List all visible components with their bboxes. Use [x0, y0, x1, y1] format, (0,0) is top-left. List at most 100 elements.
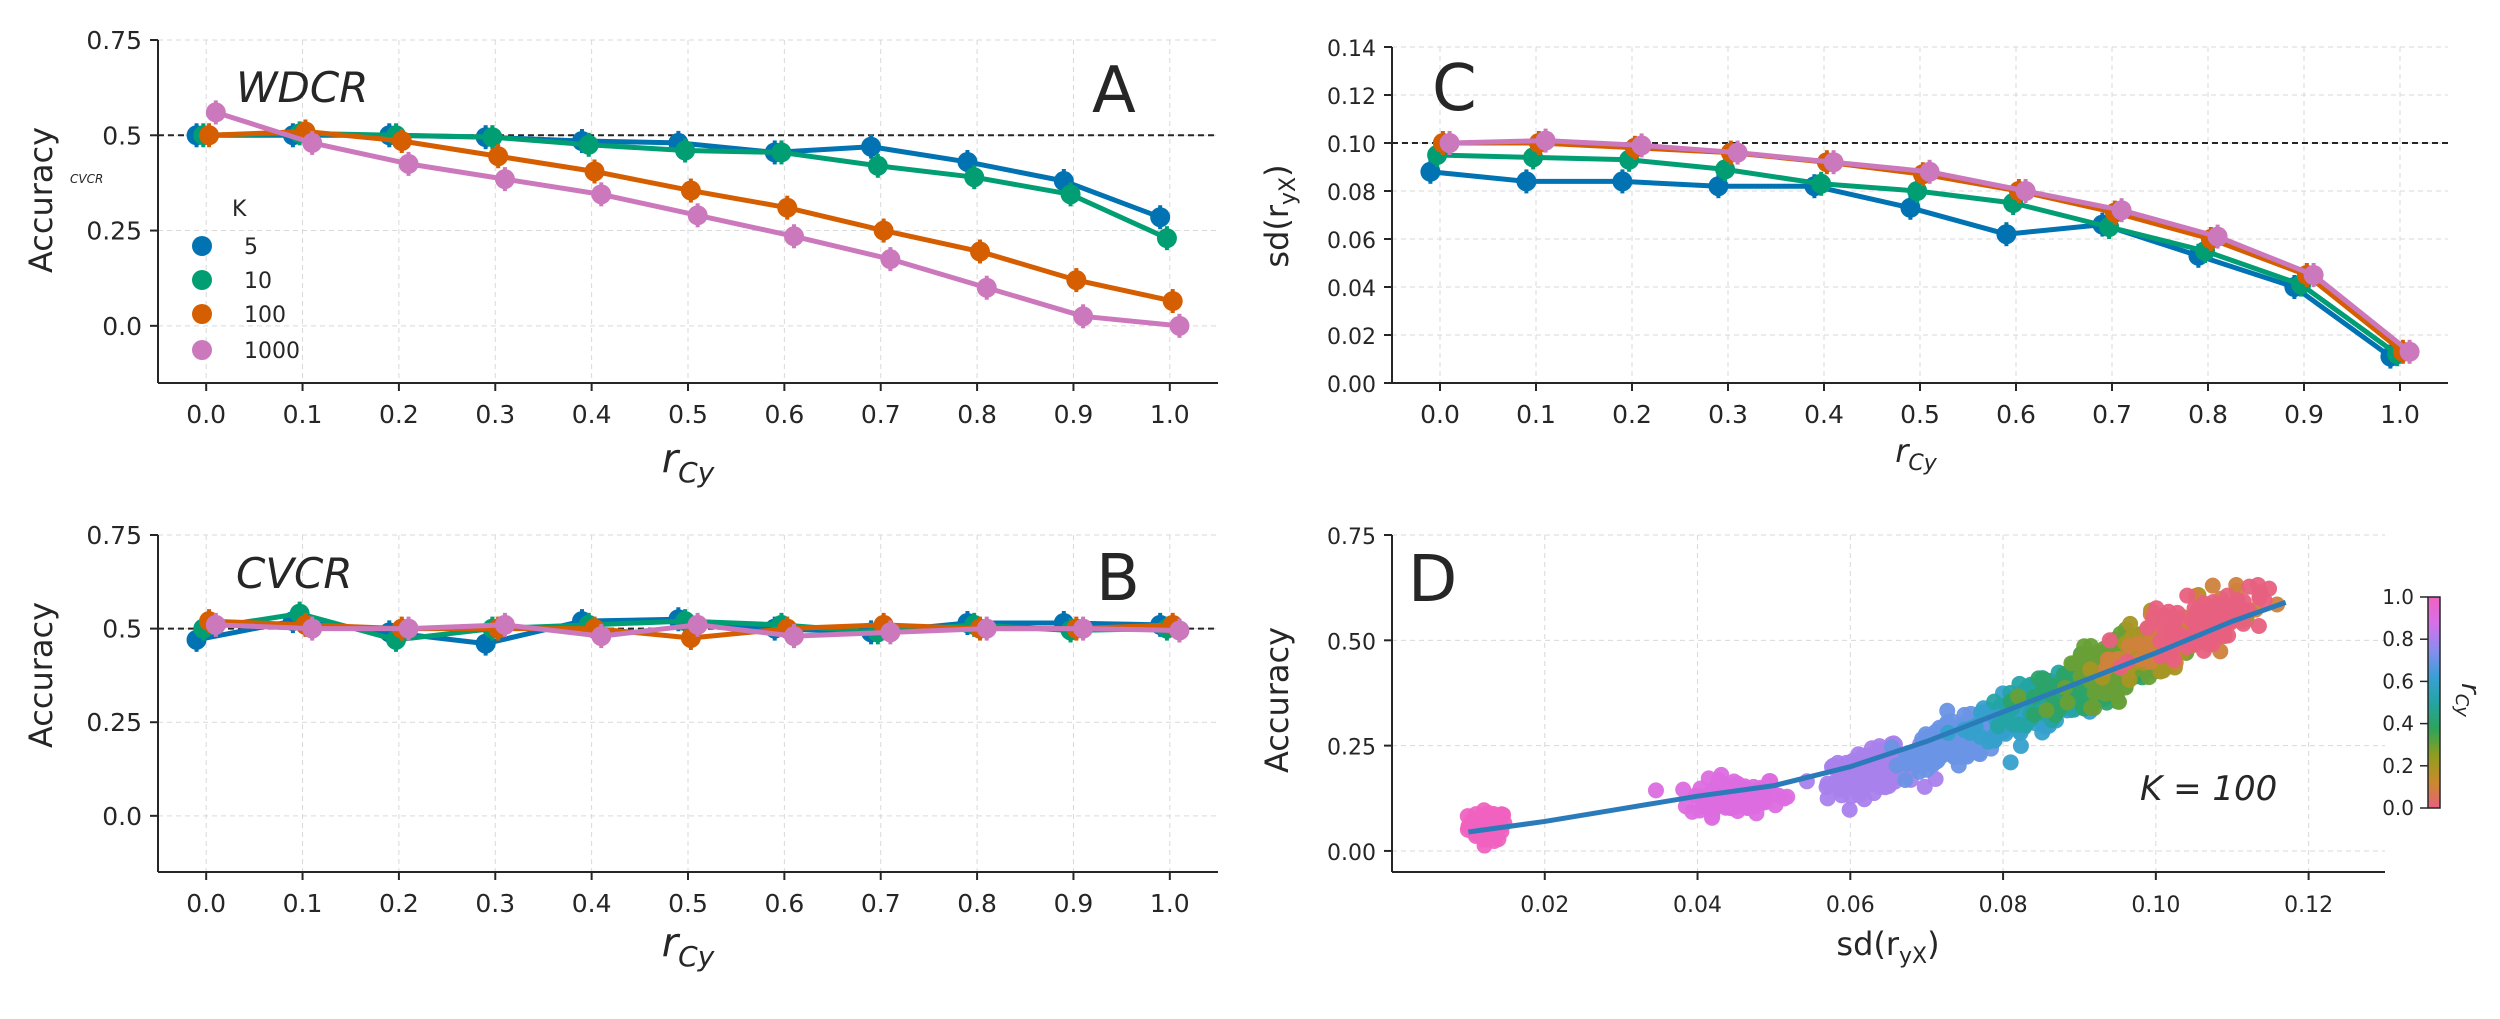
- panel-c-grid: [1392, 46, 2448, 384]
- scatter-point: [2186, 600, 2203, 617]
- panel-c-letter: C: [1432, 52, 1477, 126]
- panel-a-y-label: Accuracy: [22, 127, 60, 273]
- x-tick-label: 0.7: [2092, 400, 2132, 429]
- x-tick-label: 0.8: [957, 889, 997, 918]
- x-tick-label: 0.8: [957, 400, 997, 429]
- legend-marker-1000: [192, 340, 212, 360]
- x-tick-label: 0.1: [283, 889, 323, 918]
- panel-c-axes: [1391, 47, 2448, 384]
- scatter-point: [1971, 746, 1988, 763]
- y-tick-label: 0.0: [102, 802, 142, 831]
- colorbar-tick-label: 0.2: [2382, 754, 2414, 778]
- data-point: [1073, 306, 1094, 327]
- scatter-point: [1875, 760, 1892, 777]
- series-1000: [205, 100, 1190, 338]
- scatter-point: [1946, 744, 1963, 761]
- panel-d-annotation: K = 100: [2140, 769, 2277, 809]
- scatter-point: [2010, 688, 2027, 705]
- y-tick-label: 0.12: [1327, 85, 1376, 110]
- x-tick-label: 0.6: [1996, 400, 2036, 429]
- legend-marker-100: [192, 304, 212, 324]
- x-tick-label: 0.1: [1516, 400, 1556, 429]
- data-point: [1612, 171, 1633, 192]
- x-tick-label: 0.7: [861, 400, 901, 429]
- scatter-point: [1472, 811, 1489, 828]
- x-tick-label: 0.3: [1708, 400, 1748, 429]
- data-point: [1823, 152, 1844, 173]
- legend-label-1000: 1000: [244, 339, 300, 364]
- x-tick-label: 0.4: [572, 400, 612, 429]
- scatter-point: [1779, 788, 1796, 805]
- panel-b-letter: B: [1096, 542, 1140, 616]
- data-point: [771, 142, 792, 163]
- data-point: [1073, 618, 1094, 639]
- data-point: [1811, 173, 1832, 194]
- data-point: [391, 130, 412, 151]
- panel-b-series: [186, 601, 1190, 656]
- legend: K 5 10 100 1000: [192, 197, 300, 364]
- y-tick-label: 0.10: [1327, 133, 1376, 158]
- x-tick-label: 0.02: [1520, 893, 1569, 918]
- scatter-point: [2179, 587, 2196, 604]
- data-point: [867, 155, 888, 176]
- scatter-point: [1647, 782, 1664, 799]
- panel-c-series: [1420, 128, 2420, 369]
- data-point: [976, 277, 997, 298]
- scatter-point: [1985, 732, 2002, 749]
- panel-b-x-label: rCy: [662, 920, 715, 973]
- scatter-point: [2251, 590, 2268, 607]
- scatter-point: [1767, 797, 1784, 814]
- data-point: [675, 140, 696, 161]
- data-point: [2303, 265, 2324, 285]
- data-point: [1535, 130, 1556, 151]
- scatter-point: [2250, 617, 2267, 634]
- data-point: [578, 134, 599, 155]
- scatter-point: [2002, 754, 2019, 771]
- data-point: [1066, 270, 1087, 291]
- scatter-point: [2086, 700, 2103, 717]
- scatter-point: [1855, 776, 1872, 793]
- scatter-point: [1856, 791, 1873, 808]
- data-point: [777, 197, 798, 218]
- y-tick-label: 0.25: [86, 708, 142, 737]
- y-tick-label: 0.02: [1327, 325, 1376, 350]
- y-tick-label: 0.0: [102, 312, 142, 341]
- scatter-point: [1989, 718, 2006, 735]
- scatter-point: [1897, 772, 1914, 789]
- scatter-point: [2199, 632, 2216, 649]
- x-tick-label: 0.8: [2188, 400, 2228, 429]
- y-tick-label: 0.50: [1327, 630, 1376, 655]
- colorbar-gradient: [2427, 596, 2441, 809]
- legend-label-100: 100: [244, 303, 286, 328]
- y-tick-label: 0.5: [102, 121, 142, 150]
- colorbar-tick-label: 0.0: [2382, 796, 2414, 820]
- panel-d-axes: [1391, 535, 2385, 873]
- x-tick-label: 0.3: [475, 400, 515, 429]
- y-tick-label: 0.75: [1327, 525, 1376, 550]
- data-point: [687, 205, 708, 226]
- scatter-point: [2038, 702, 2055, 719]
- legend-title: K: [232, 197, 247, 222]
- scatter-point: [1877, 779, 1894, 796]
- scatter-point: [1950, 757, 1967, 774]
- panel-d-y-label: Accuracy: [1258, 627, 1296, 773]
- data-point: [2399, 341, 2420, 362]
- scatter-point: [1841, 801, 1858, 818]
- scatter-point: [1828, 776, 1845, 793]
- data-point: [1150, 207, 1171, 228]
- y-tick-label: 0.5: [102, 615, 142, 644]
- panel-a-accuracy-wdcr: 0.0 0.1 0.2 0.3 0.4 0.5 0.6 0.7 0.8 0.9 1.0 0.0 0.25…: [22, 26, 1218, 489]
- data-point: [969, 241, 990, 262]
- y-tick-label: 0.14: [1327, 37, 1376, 62]
- colorbar-tick-label: 0.4: [2382, 712, 2414, 736]
- y-tick-label: 0.04: [1327, 277, 1376, 302]
- x-tick-label: 0.10: [2131, 893, 2180, 918]
- x-tick-label: 0.5: [668, 889, 708, 918]
- panel-b-ticks: 0.0 0.1 0.2 0.3 0.4 0.5 0.6 0.7 0.8 0.9 1.0 0.0 0.25…: [86, 521, 1189, 918]
- x-tick-label: 0.9: [1054, 889, 1094, 918]
- data-point: [199, 125, 220, 146]
- panel-c-sd-ryx: 0.0 0.1 0.2 0.3 0.4 0.5 0.6 0.7 0.8 0.9 1.0 0.00 0.0…: [1258, 37, 2448, 476]
- x-tick-label: 0.6: [764, 889, 804, 918]
- scatter-point: [2122, 615, 2139, 632]
- x-tick-label: 0.04: [1673, 893, 1722, 918]
